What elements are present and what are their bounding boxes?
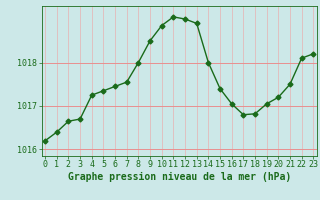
X-axis label: Graphe pression niveau de la mer (hPa): Graphe pression niveau de la mer (hPa) <box>68 172 291 182</box>
